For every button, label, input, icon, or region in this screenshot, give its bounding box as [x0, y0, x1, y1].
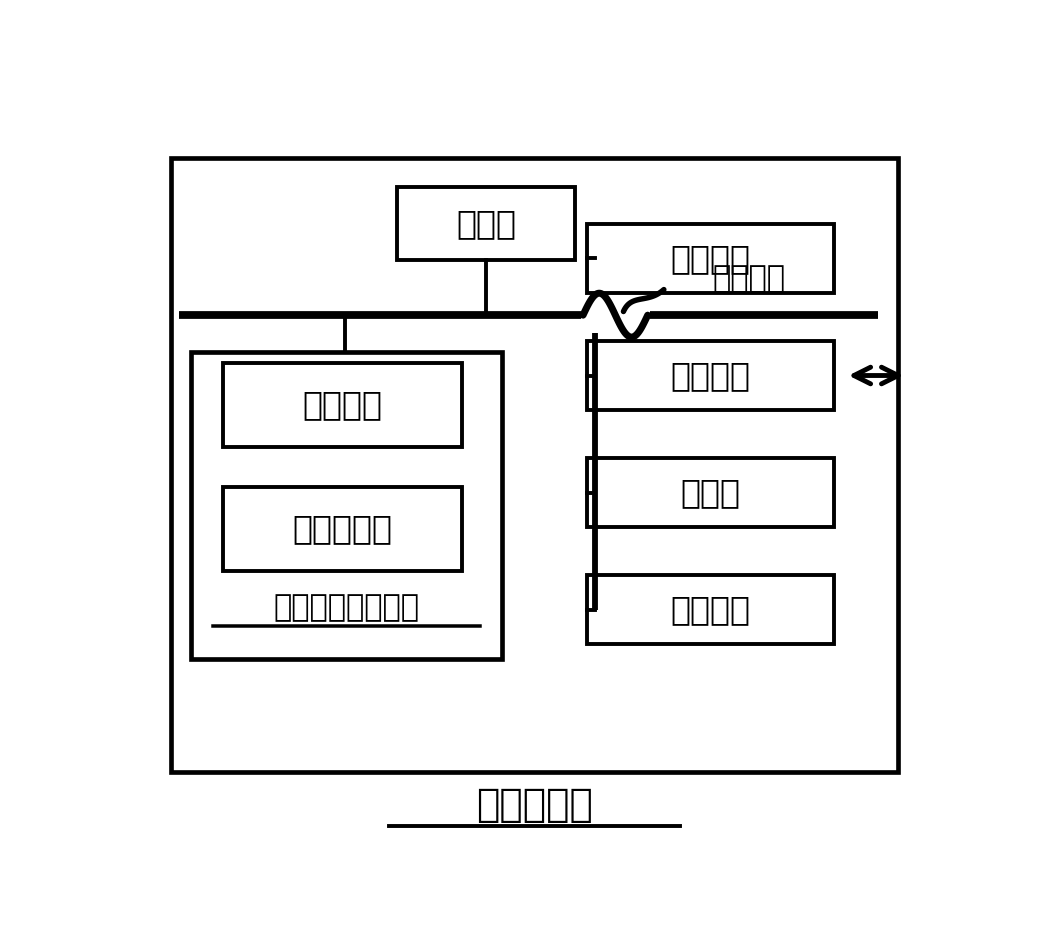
Bar	[397, 187, 575, 260]
Bar	[587, 341, 833, 410]
Text: 计算机程序: 计算机程序	[292, 513, 392, 545]
Bar	[587, 224, 833, 294]
Text: 处理器: 处理器	[456, 207, 516, 240]
Bar	[587, 458, 833, 527]
Bar	[223, 363, 462, 446]
Text: 非易失性存储介质: 非易失性存储介质	[273, 593, 419, 622]
Text: 计算机设备: 计算机设备	[476, 787, 593, 825]
Bar	[581, 296, 650, 333]
Text: 显示屏: 显示屏	[680, 476, 741, 509]
Text: 系统总线: 系统总线	[712, 264, 785, 294]
Text: 输入装置: 输入装置	[671, 593, 750, 626]
Bar	[223, 487, 462, 571]
Text: 操作系统: 操作系统	[302, 389, 383, 421]
Bar	[171, 158, 898, 772]
Bar	[587, 575, 833, 644]
Text: 通信接口: 通信接口	[671, 359, 750, 392]
Bar	[191, 352, 503, 659]
Text: 内存储器: 内存储器	[671, 242, 750, 275]
